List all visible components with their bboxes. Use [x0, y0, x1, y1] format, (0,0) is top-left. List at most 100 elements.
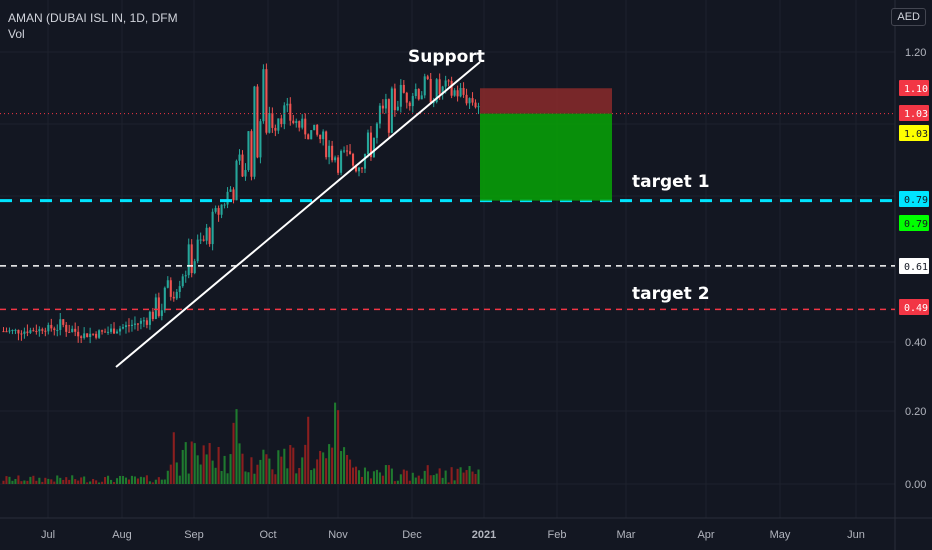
candle-body — [325, 131, 328, 158]
candle-body — [259, 121, 262, 158]
support-trendline — [115, 61, 481, 368]
candle-body — [271, 113, 274, 128]
volume-bar — [289, 445, 292, 484]
volume-bar — [65, 477, 68, 484]
candle-body — [220, 204, 223, 215]
volume-bar — [74, 479, 77, 484]
volume-label: Vol — [8, 27, 25, 41]
volume-bar — [468, 466, 471, 484]
volume-bar — [331, 447, 334, 484]
volume-bar — [441, 477, 444, 484]
volume-bar — [268, 458, 271, 484]
grid-lines — [0, 0, 895, 518]
candle-body — [172, 296, 175, 299]
candle-body — [74, 328, 77, 332]
volume-bar — [238, 443, 241, 484]
candle-body — [109, 328, 113, 332]
volume-bar — [154, 479, 157, 484]
candle-body — [390, 88, 393, 133]
candle-body — [247, 131, 250, 171]
volume-bar — [402, 469, 405, 484]
candle-body — [426, 76, 429, 79]
time-tick-label: May — [770, 529, 791, 541]
volume-bar — [343, 447, 346, 484]
volume-bar — [456, 468, 459, 484]
candle-body — [235, 160, 238, 201]
candle-body — [50, 324, 53, 329]
currency-badge[interactable]: AED — [891, 8, 926, 26]
candle-body — [2, 331, 5, 333]
volume-bar — [271, 469, 274, 484]
volume-bar — [366, 471, 370, 484]
volume-bar — [121, 475, 125, 484]
volume-bar — [393, 481, 396, 484]
volume-bar — [438, 468, 441, 484]
volume-bar — [160, 479, 163, 484]
candle-body — [71, 328, 74, 333]
volume-bar — [226, 473, 229, 484]
candle-body — [44, 330, 47, 332]
candle-body — [92, 333, 95, 335]
candle-body — [8, 330, 11, 332]
candle-body — [101, 330, 104, 332]
volume-bar — [136, 478, 139, 484]
time-tick-label: Jul — [41, 529, 55, 541]
volume-bar — [241, 453, 244, 484]
volume-bar — [262, 449, 265, 484]
volume-bar — [292, 447, 295, 484]
candle-body — [292, 120, 295, 124]
candle-body — [402, 84, 405, 93]
candle-body — [124, 325, 128, 328]
candle-body — [136, 323, 139, 325]
price-label-text: 1.03 — [904, 129, 928, 140]
volume-bar — [274, 474, 277, 484]
candle-body — [83, 333, 86, 338]
candle-body — [95, 333, 98, 338]
volume-bar — [304, 444, 307, 484]
candle-body — [223, 204, 226, 206]
volume-bar — [178, 475, 181, 484]
candle-body — [118, 328, 122, 332]
volume-bar — [459, 467, 462, 484]
volume-bar — [20, 481, 23, 484]
candle-body — [363, 154, 367, 169]
volume-bar — [471, 471, 474, 484]
volume-bar — [202, 445, 205, 484]
candle-body — [393, 88, 396, 111]
volume-bar — [334, 402, 337, 484]
volume-bar — [295, 473, 298, 484]
candle-body — [5, 331, 8, 333]
volume-bar — [453, 480, 456, 484]
candle-body — [20, 333, 23, 335]
candle-body — [23, 331, 26, 334]
candle-body — [14, 329, 17, 331]
candle-body — [193, 261, 196, 274]
candle-body — [340, 150, 343, 173]
candle-body — [277, 118, 280, 131]
volume-bar — [32, 475, 35, 484]
candle-body — [462, 88, 465, 95]
volume-bar — [325, 458, 328, 484]
candle-body — [280, 118, 283, 125]
volume-bar — [107, 475, 110, 484]
candle-body — [175, 291, 178, 299]
volume-bar — [414, 477, 417, 484]
candle-body — [62, 319, 65, 325]
candle-body — [157, 297, 160, 316]
volume-bar — [92, 478, 95, 484]
volume-bar — [229, 454, 232, 484]
volume-bar — [95, 480, 98, 484]
volume-bar — [348, 459, 352, 484]
price-tick-label: 1.20 — [905, 47, 926, 59]
volume-bar — [259, 459, 262, 484]
candle-body — [304, 118, 307, 135]
volume-bar — [220, 470, 223, 484]
candle-body — [468, 98, 471, 104]
support-note: Support — [408, 47, 485, 67]
time-tick-label: Jun — [847, 529, 865, 541]
volume-bar — [429, 475, 432, 484]
volume-bar — [232, 422, 235, 484]
candle-body — [405, 92, 408, 103]
